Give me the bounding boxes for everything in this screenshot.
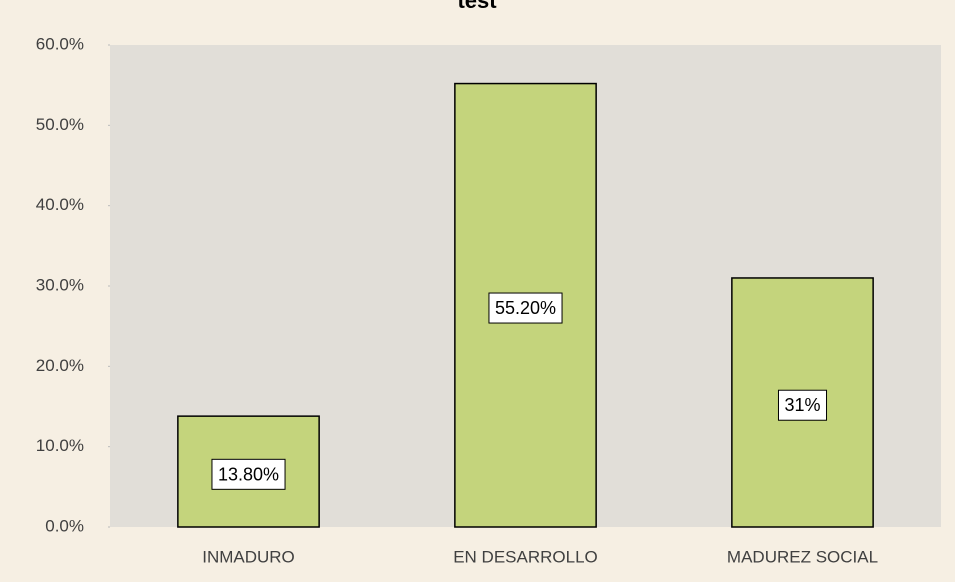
value-label: 31% xyxy=(784,395,820,415)
y-tick-label: 0.0% xyxy=(45,516,84,535)
x-tick-label: MADUREZ SOCIAL xyxy=(727,547,878,566)
value-label: 13.80% xyxy=(218,464,279,484)
chart-title: test xyxy=(457,0,497,13)
y-tick-label: 40.0% xyxy=(36,195,84,214)
y-tick-label: 20.0% xyxy=(36,356,84,375)
value-label-box xyxy=(777,389,828,421)
y-tick-label: 30.0% xyxy=(36,275,84,294)
value-label: 55.20% xyxy=(495,298,556,318)
y-tick-label: 10.0% xyxy=(36,436,84,455)
x-tick-label: EN DESARROLLO xyxy=(453,547,598,566)
x-tick-label: INMADURO xyxy=(202,547,295,566)
value-label-box xyxy=(211,458,286,490)
value-label-box xyxy=(488,292,563,324)
y-tick-label: 60.0% xyxy=(36,34,84,53)
y-tick-label: 50.0% xyxy=(36,115,84,134)
